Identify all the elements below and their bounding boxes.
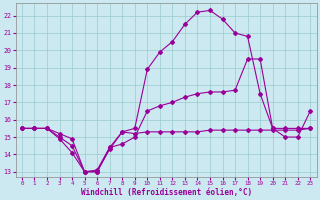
X-axis label: Windchill (Refroidissement éolien,°C): Windchill (Refroidissement éolien,°C) xyxy=(81,188,252,197)
